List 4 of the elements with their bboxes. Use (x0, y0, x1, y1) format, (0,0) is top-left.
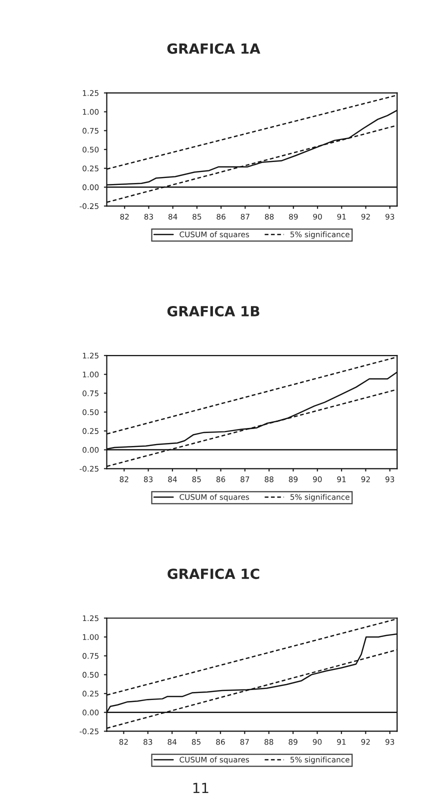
chart-title: GRAFICA 1C (168, 568, 260, 580)
chart-title: GRAFICA 1B (167, 306, 260, 316)
chart-title: GRAFICA 1A (167, 43, 260, 54)
text: 11 (193, 782, 208, 793)
